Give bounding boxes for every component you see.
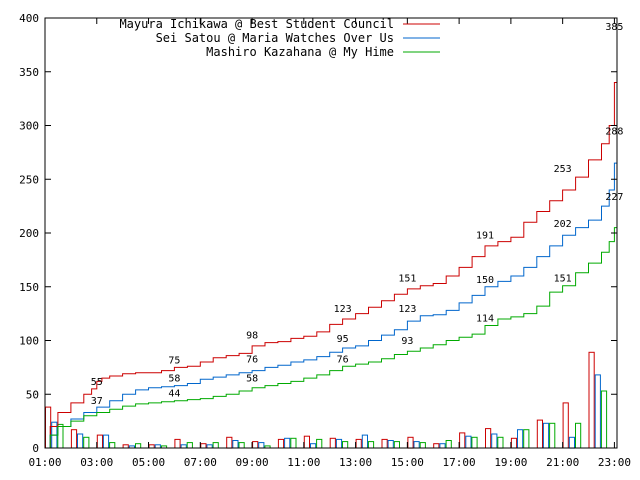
y-tick-label: 200: [19, 227, 39, 240]
x-tick-label: 01:00: [28, 456, 61, 469]
data-label: 55: [91, 377, 103, 388]
x-tick-label: 19:00: [494, 456, 527, 469]
x-tick-label: 09:00: [235, 456, 268, 469]
y-tick-label: 250: [19, 173, 39, 186]
data-label: 44: [168, 389, 180, 400]
data-labels: 55 75 98 123 151 191 253 385 37 58 76 95 123 150 202 28…: [91, 22, 624, 407]
data-label: 58: [246, 374, 258, 385]
legend-label: Mayura Ichikawa @ Best Student Council: [119, 17, 394, 31]
y-tick-label: 50: [26, 388, 39, 401]
data-label: 123: [398, 304, 416, 315]
series-line: [45, 204, 618, 449]
data-label: 98: [246, 331, 258, 342]
x-tick-label: 11:00: [287, 456, 320, 469]
x-tick-label: 15:00: [391, 456, 424, 469]
x-tick-label: 21:00: [546, 456, 579, 469]
legend-label: Mashiro Kazahana @ My Hime: [206, 45, 394, 59]
data-label: 385: [605, 22, 623, 33]
x-tick-label: 13:00: [339, 456, 372, 469]
data-label: 95: [337, 334, 349, 345]
data-label: 37: [91, 396, 103, 407]
y-tick-label: 400: [19, 12, 39, 25]
data-label: 151: [398, 274, 416, 285]
y-tick-label: 350: [19, 66, 39, 79]
x-tick-label: 07:00: [184, 456, 217, 469]
data-label: 93: [401, 336, 413, 347]
data-label: 202: [554, 219, 572, 230]
data-label: 150: [476, 275, 494, 286]
legend-label: Sei Satou @ Maria Watches Over Us: [156, 31, 394, 45]
data-label: 114: [476, 314, 494, 325]
y-tick-label: 300: [19, 120, 39, 133]
data-label: 288: [605, 126, 623, 137]
y-tick-label: 100: [19, 335, 39, 348]
data-label: 191: [476, 231, 494, 242]
axes: 0 50 100 150 200 250 300 350 400 01:00 03:00 05:00 0…: [19, 12, 631, 469]
data-label: 58: [168, 374, 180, 385]
y-tick-label: 0: [32, 442, 39, 455]
data-label: 227: [605, 192, 623, 203]
data-label: 151: [554, 274, 572, 285]
y-tick-label: 150: [19, 281, 39, 294]
cumulative-lines: [45, 34, 618, 449]
data-label: 253: [554, 164, 572, 175]
data-label: 75: [168, 355, 180, 366]
x-tick-label: 03:00: [80, 456, 113, 469]
data-label: 123: [334, 304, 352, 315]
x-tick-label: 17:00: [443, 456, 476, 469]
data-label: 76: [337, 354, 349, 365]
series-line: [45, 34, 618, 449]
x-tick-label: 23:00: [598, 456, 631, 469]
legend: Mayura Ichikawa @ Best Student CouncilSe…: [119, 17, 440, 59]
data-label: 76: [246, 354, 258, 365]
x-tick-label: 05:00: [132, 456, 165, 469]
series-line: [45, 138, 618, 449]
